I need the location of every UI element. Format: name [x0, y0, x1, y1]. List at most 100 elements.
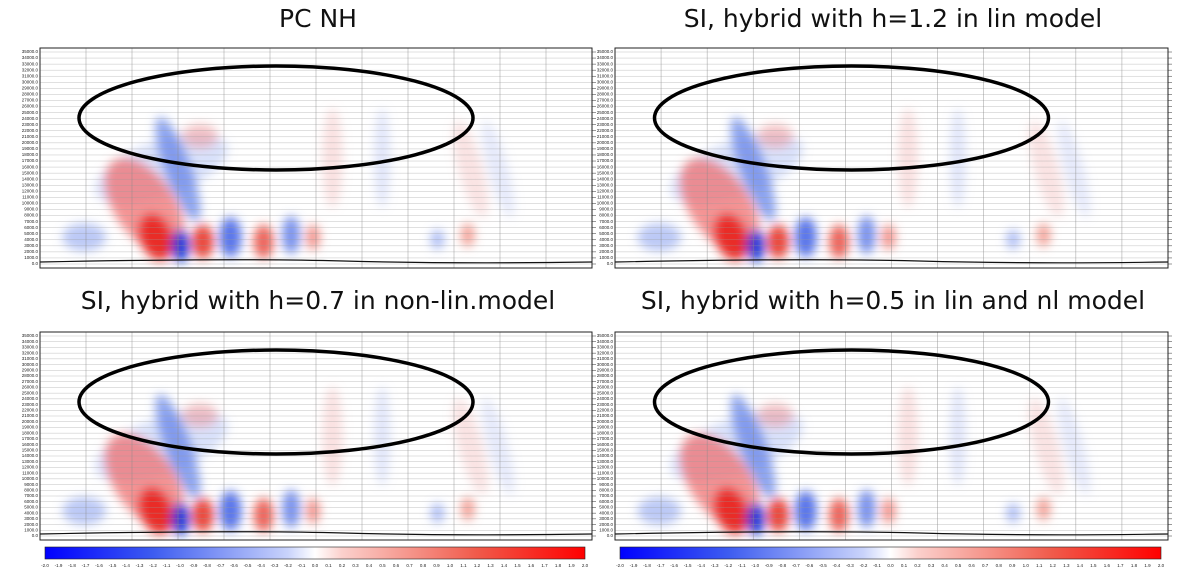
y-tick-label: 32000.0: [22, 67, 39, 72]
colorbar-label: 0.1: [901, 563, 908, 568]
y-tick-label: 34000.0: [597, 339, 614, 344]
colorbar-label: -1.2: [149, 563, 157, 568]
field-blob: [138, 487, 174, 535]
field-blob: [282, 216, 301, 254]
colorbar-label: -1.0: [751, 563, 759, 568]
panel: SI, hybrid with h=0.5 in lin and nl mode…: [597, 286, 1172, 568]
y-tick-label: 35000.0: [597, 49, 614, 54]
colorbar-label: -1.4: [697, 563, 705, 568]
y-tick-label: 20000.0: [22, 140, 39, 145]
field-blob: [881, 497, 896, 524]
y-tick-label: 3000.0: [24, 516, 38, 521]
colorbar-label: 1.9: [1144, 563, 1151, 568]
y-tick-label: 34000.0: [22, 339, 39, 344]
field: [62, 386, 515, 536]
colorbar-label: 1.8: [555, 563, 562, 568]
colorbar-label: 0.9: [1009, 563, 1016, 568]
y-tick-label: 4000.0: [599, 510, 613, 515]
y-tick-label: 8000.0: [599, 213, 613, 218]
field-blob: [482, 120, 515, 218]
field-blob: [828, 498, 849, 533]
colorbar-label: -0.6: [230, 563, 238, 568]
field-blob: [1028, 398, 1064, 495]
field-blob: [1036, 496, 1051, 521]
field-blob: [322, 108, 343, 208]
colorbar-label: -0.6: [805, 563, 813, 568]
panel: SI, hybrid with h=1.2 in lin model 0.0100…: [597, 4, 1172, 269]
colorbar-label: 1.5: [514, 563, 521, 568]
field-blob: [306, 497, 321, 524]
y-tick-label: 2000.0: [599, 249, 613, 254]
y-tick-label: 9000.0: [599, 207, 613, 212]
y-tick-label: 22000.0: [22, 407, 39, 412]
y-tick-label: 26000.0: [597, 385, 614, 390]
y-tick-label: 4000.0: [24, 510, 38, 515]
y-tick-label: 28000.0: [597, 92, 614, 97]
colorbar-label: -0.8: [203, 563, 211, 568]
y-tick-label: 13000.0: [597, 182, 614, 187]
y-tick-label: 30000.0: [22, 79, 39, 84]
colorbar-label: 1.1: [460, 563, 467, 568]
field-blob: [1006, 229, 1021, 250]
y-tick-label: 21000.0: [597, 134, 614, 139]
y-tick-label: 0.0: [607, 261, 614, 266]
y-tick-label: 1000.0: [599, 255, 613, 260]
terrain: [614, 259, 1169, 264]
field-blob: [714, 213, 749, 261]
y-tick-label: 29000.0: [22, 367, 39, 372]
colorbar-label: -1.3: [136, 563, 144, 568]
panel-title: SI, hybrid with h=1.2 in lin model: [684, 4, 1102, 33]
colorbar-label: -1.0: [176, 563, 184, 568]
colorbar-label: 0.2: [914, 563, 921, 568]
colorbar-label: -1.7: [657, 563, 665, 568]
colorbar-label: -1.9: [55, 563, 63, 568]
colorbar-label: 0.3: [352, 563, 359, 568]
y-tick-label: 11000.0: [597, 470, 613, 475]
y-tick-label: 29000.0: [22, 86, 39, 91]
field-blob: [62, 223, 107, 252]
colorbar-label: -0.9: [190, 563, 198, 568]
field-blob: [857, 489, 876, 528]
colorbar-label: 1.7: [541, 563, 548, 568]
field-blob: [219, 217, 242, 258]
y-tick-label: 24000.0: [22, 396, 39, 401]
y-tick-label: 30000.0: [22, 362, 39, 367]
colorbar-label: -0.4: [257, 563, 265, 568]
colorbar-label: -1.1: [163, 563, 171, 568]
field-blob: [898, 108, 919, 208]
y-tick-label: 22000.0: [22, 128, 39, 133]
y-tick-label: 24000.0: [597, 396, 614, 401]
y-tick-label: 25000.0: [22, 110, 39, 115]
y-tick-label: 33000.0: [597, 61, 614, 66]
field-blob: [898, 386, 919, 486]
colorbar-label: 1.8: [1131, 563, 1138, 568]
y-tick-label: 25000.0: [597, 390, 614, 395]
colorbar-label: 1.2: [474, 563, 481, 568]
colorbar-label: 0.7: [982, 563, 989, 568]
colorbar-label: 1.5: [1090, 563, 1097, 568]
highlight-ellipse: [77, 348, 475, 456]
colorbar-label: 1.6: [1104, 563, 1111, 568]
y-tick-label: 17000.0: [22, 158, 39, 163]
colorbar-label: -0.8: [778, 563, 786, 568]
y-tick-label: 9000.0: [599, 482, 613, 487]
y-tick-label: 15000.0: [597, 447, 614, 452]
colorbar-label: 1.4: [1077, 563, 1084, 568]
y-tick-label: 23000.0: [22, 122, 39, 127]
colorbar-label: 0.5: [379, 563, 386, 568]
y-tick-label: 21000.0: [597, 413, 614, 418]
y-tick-label: 2000.0: [24, 249, 38, 254]
colorbar-label: 1.4: [501, 563, 508, 568]
y-tick-label: 12000.0: [22, 189, 39, 194]
panel: PC NH 0.01000.02000.03000.04000.05000.060…: [22, 4, 596, 269]
y-tick-label: 14000.0: [22, 453, 39, 458]
y-tick-label: 2000.0: [599, 522, 613, 527]
y-tick-label: 18000.0: [597, 430, 614, 435]
y-tick-label: 0.0: [32, 261, 39, 266]
y-tick-label: 22000.0: [597, 407, 614, 412]
field-blob: [374, 108, 391, 208]
y-tick-label: 18000.0: [597, 152, 614, 157]
colorbar-label: -1.5: [684, 563, 692, 568]
colorbar-label: 0.7: [406, 563, 413, 568]
plot-border: [39, 331, 593, 541]
